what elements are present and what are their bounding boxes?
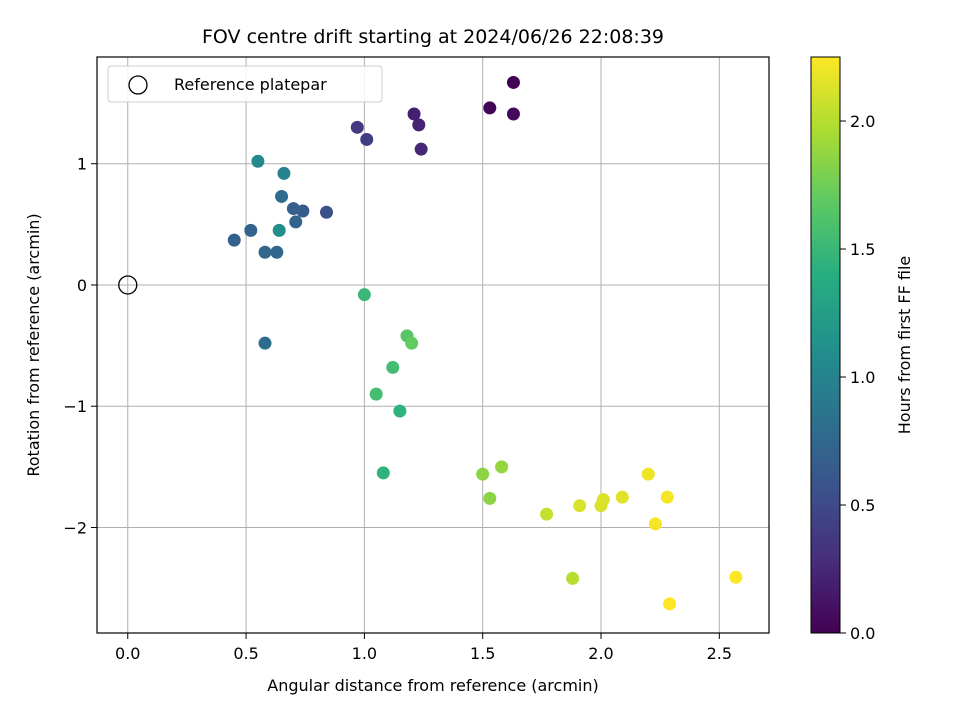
colorbar-label: Hours from first FF file xyxy=(895,256,914,435)
data-point xyxy=(407,107,421,121)
y-tick-label: −1 xyxy=(63,397,87,416)
data-point xyxy=(360,132,374,146)
colorbar-tick-label: 0.5 xyxy=(850,496,875,515)
data-point xyxy=(483,101,497,115)
data-point xyxy=(660,490,674,504)
x-tick-label: 2.0 xyxy=(588,644,613,663)
x-axis-ticks: 0.0 0.5 1.0 1.5 2.0 2.5 xyxy=(115,633,732,663)
legend-label-reference: Reference platepar xyxy=(174,75,327,94)
data-point xyxy=(615,490,629,504)
grid xyxy=(97,57,769,633)
colorbar-tick-label: 2.0 xyxy=(850,112,875,131)
data-point xyxy=(369,387,383,401)
data-point xyxy=(596,493,610,507)
data-point xyxy=(251,154,265,168)
x-tick-label: 1.0 xyxy=(352,644,377,663)
y-axis-ticks: −2 −1 0 1 xyxy=(63,155,97,538)
data-point xyxy=(357,288,371,302)
data-point xyxy=(405,336,419,350)
y-axis-label: Rotation from reference (arcmin) xyxy=(24,213,43,476)
data-point xyxy=(244,223,258,237)
x-tick-label: 0.0 xyxy=(115,644,140,663)
data-point xyxy=(286,202,300,216)
reference-layer xyxy=(118,275,138,295)
data-point xyxy=(393,404,407,418)
data-point xyxy=(495,460,509,474)
data-point xyxy=(258,336,272,350)
data-point xyxy=(641,467,655,481)
legend-marker-reference xyxy=(128,75,148,95)
data-point xyxy=(729,570,743,584)
y-tick-label: −2 xyxy=(63,519,87,538)
y-tick-label: 0 xyxy=(77,276,87,295)
data-points xyxy=(227,75,743,611)
data-point xyxy=(476,467,490,481)
data-point xyxy=(277,166,291,180)
data-point xyxy=(272,223,286,237)
data-point xyxy=(386,360,400,374)
data-point xyxy=(320,205,334,219)
colorbar: 0.0 0.5 1.0 1.5 2.0 Hours from first FF file xyxy=(810,56,914,643)
x-tick-label: 0.5 xyxy=(233,644,258,663)
data-point xyxy=(275,189,289,203)
x-tick-label: 2.5 xyxy=(707,644,732,663)
colorbar-tick-label: 1.0 xyxy=(850,368,875,387)
x-axis-label: Angular distance from reference (arcmin) xyxy=(267,676,598,695)
legend-box xyxy=(107,65,383,103)
data-point xyxy=(663,597,677,611)
colorbar-tick-label: 1.5 xyxy=(850,240,875,259)
reference-marker xyxy=(118,275,138,295)
data-point xyxy=(648,517,662,531)
data-point xyxy=(506,75,520,89)
data-point xyxy=(540,507,554,521)
data-point xyxy=(506,107,520,121)
y-tick-label: 1 xyxy=(77,155,87,174)
data-point xyxy=(270,245,284,259)
data-point xyxy=(289,215,303,229)
data-point xyxy=(227,233,241,247)
chart-title: FOV centre drift starting at 2024/06/26 … xyxy=(202,26,664,48)
data-point xyxy=(483,491,497,505)
plot-frame xyxy=(96,56,770,634)
legend: Reference platepar xyxy=(107,65,383,103)
data-point xyxy=(350,120,364,134)
data-point xyxy=(412,118,426,132)
data-point xyxy=(376,466,390,480)
data-point xyxy=(566,571,580,585)
colorbar-ticks: 0.0 0.5 1.0 1.5 2.0 xyxy=(840,112,875,643)
colorbar-gradient xyxy=(810,56,841,634)
data-point xyxy=(414,142,428,156)
colorbar-tick-label: 0.0 xyxy=(850,624,875,643)
data-point xyxy=(258,245,272,259)
data-point xyxy=(573,499,587,513)
x-tick-label: 1.5 xyxy=(470,644,495,663)
